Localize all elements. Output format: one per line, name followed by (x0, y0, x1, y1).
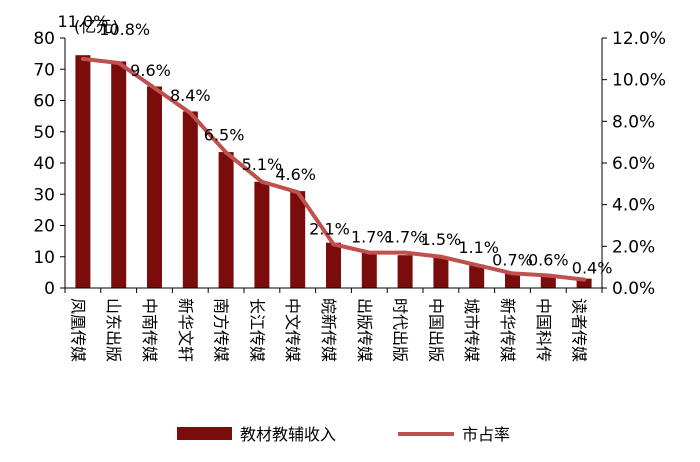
bar-10 (433, 256, 449, 288)
category-label: 读者传媒 (570, 298, 589, 362)
left-tick-label: 40 (33, 154, 55, 174)
line-point-1 (116, 61, 121, 65)
bar-2 (147, 86, 162, 288)
data-label: 0.4% (572, 259, 613, 278)
right-tick-label: 10.0% (612, 71, 666, 91)
right-tick-label: 12.0% (612, 29, 666, 49)
bar-9 (397, 255, 413, 288)
data-label: 2.1% (309, 219, 350, 238)
category-label: 城市传媒 (462, 298, 481, 362)
category-label: 凤凰传媒 (68, 298, 87, 362)
left-tick-label: 30 (33, 185, 55, 205)
category-label: 中国出版 (426, 298, 445, 362)
data-label: 0.7% (492, 250, 533, 269)
bar-13 (540, 275, 556, 288)
category-label: 皖新传媒 (319, 298, 338, 362)
category-label: 中南传媒 (140, 298, 159, 362)
legend-bar-label: 教材教辅收入 (240, 425, 336, 444)
line-point-3 (188, 111, 193, 115)
labels-layer: 11.0%10.8%9.6%8.4%6.5%5.1%4.6%2.1% 1.7%1.… (57, 12, 612, 278)
data-label: 6.5% (204, 126, 245, 145)
category-label: 南方传媒 (212, 298, 231, 362)
left-tick-label: 10 (33, 248, 55, 268)
data-label: 11.0% (57, 12, 108, 31)
line-layer (80, 56, 587, 282)
data-label: 9.6% (130, 61, 171, 80)
line-point-11 (474, 263, 479, 268)
legend-line-label: 市占率 (462, 425, 510, 444)
data-label: 1.1% (458, 238, 499, 257)
category-label: 时代出版 (391, 298, 410, 362)
line-point-0 (80, 56, 85, 61)
category-label: 长江传媒 (247, 298, 266, 362)
left-tick-label: 0 (44, 279, 55, 299)
line-point-2 (152, 86, 157, 90)
category-label: 山东出版 (104, 298, 123, 362)
left-tick-label: 60 (33, 92, 55, 112)
line-point-14 (582, 277, 587, 282)
bar-0 (75, 55, 91, 288)
line-point-9 (403, 250, 408, 255)
right-tick-label: 0.0% (612, 279, 655, 299)
category-label: 出版传媒 (355, 298, 374, 362)
line-point-13 (546, 273, 551, 278)
right-tick-label: 6.0% (612, 154, 655, 174)
line-point-6 (295, 190, 300, 195)
left-axis-unit: (亿元) (74, 17, 119, 36)
bar-6 (290, 191, 306, 288)
bar-4 (218, 152, 234, 288)
line-point-7 (331, 242, 336, 247)
bar-14 (576, 278, 592, 288)
bar-3 (182, 111, 198, 288)
data-label: 4.6% (275, 165, 316, 184)
line-point-8 (367, 250, 372, 255)
legend: 教材教辅收入 市占率 (177, 425, 510, 444)
legend-bar-swatch (177, 427, 232, 440)
category-label: 中文传媒 (283, 298, 302, 362)
bar-8 (361, 252, 377, 288)
bar-12 (505, 272, 520, 288)
line-point-10 (438, 254, 443, 259)
data-label: 1.5% (421, 230, 462, 249)
line-point-4 (224, 150, 229, 155)
left-tick-label: 70 (33, 60, 55, 80)
category-label: 新华传媒 (498, 298, 517, 362)
data-label: 1.7% (385, 228, 426, 247)
data-label: 5.1% (242, 155, 283, 174)
axes-layer: 0 10 20 30 40 50 60 70 80 0.0% 2.0% 4.0% 6.0% 8.0% 10.… (33, 29, 666, 362)
line-point-12 (510, 271, 515, 276)
right-tick-label: 4.0% (612, 196, 655, 216)
bar-7 (326, 242, 341, 288)
data-label: 1.7% (351, 228, 392, 247)
left-tick-label: 80 (33, 29, 55, 49)
bar-1 (111, 61, 127, 288)
category-label: 新华文轩 (176, 298, 195, 362)
left-tick-label: 50 (33, 123, 55, 143)
right-tick-label: 8.0% (612, 112, 655, 132)
data-label: 8.4% (170, 86, 211, 105)
bar-5 (254, 181, 270, 288)
line-point-5 (259, 179, 264, 184)
left-tick-label: 20 (33, 217, 55, 237)
data-label: 0.6% (528, 251, 569, 270)
right-tick-label: 2.0% (612, 237, 655, 257)
category-label: 中国科传 (534, 298, 553, 362)
data-label: 10.8% (99, 20, 150, 39)
bar-11 (469, 264, 485, 288)
bars-layer (75, 55, 592, 288)
